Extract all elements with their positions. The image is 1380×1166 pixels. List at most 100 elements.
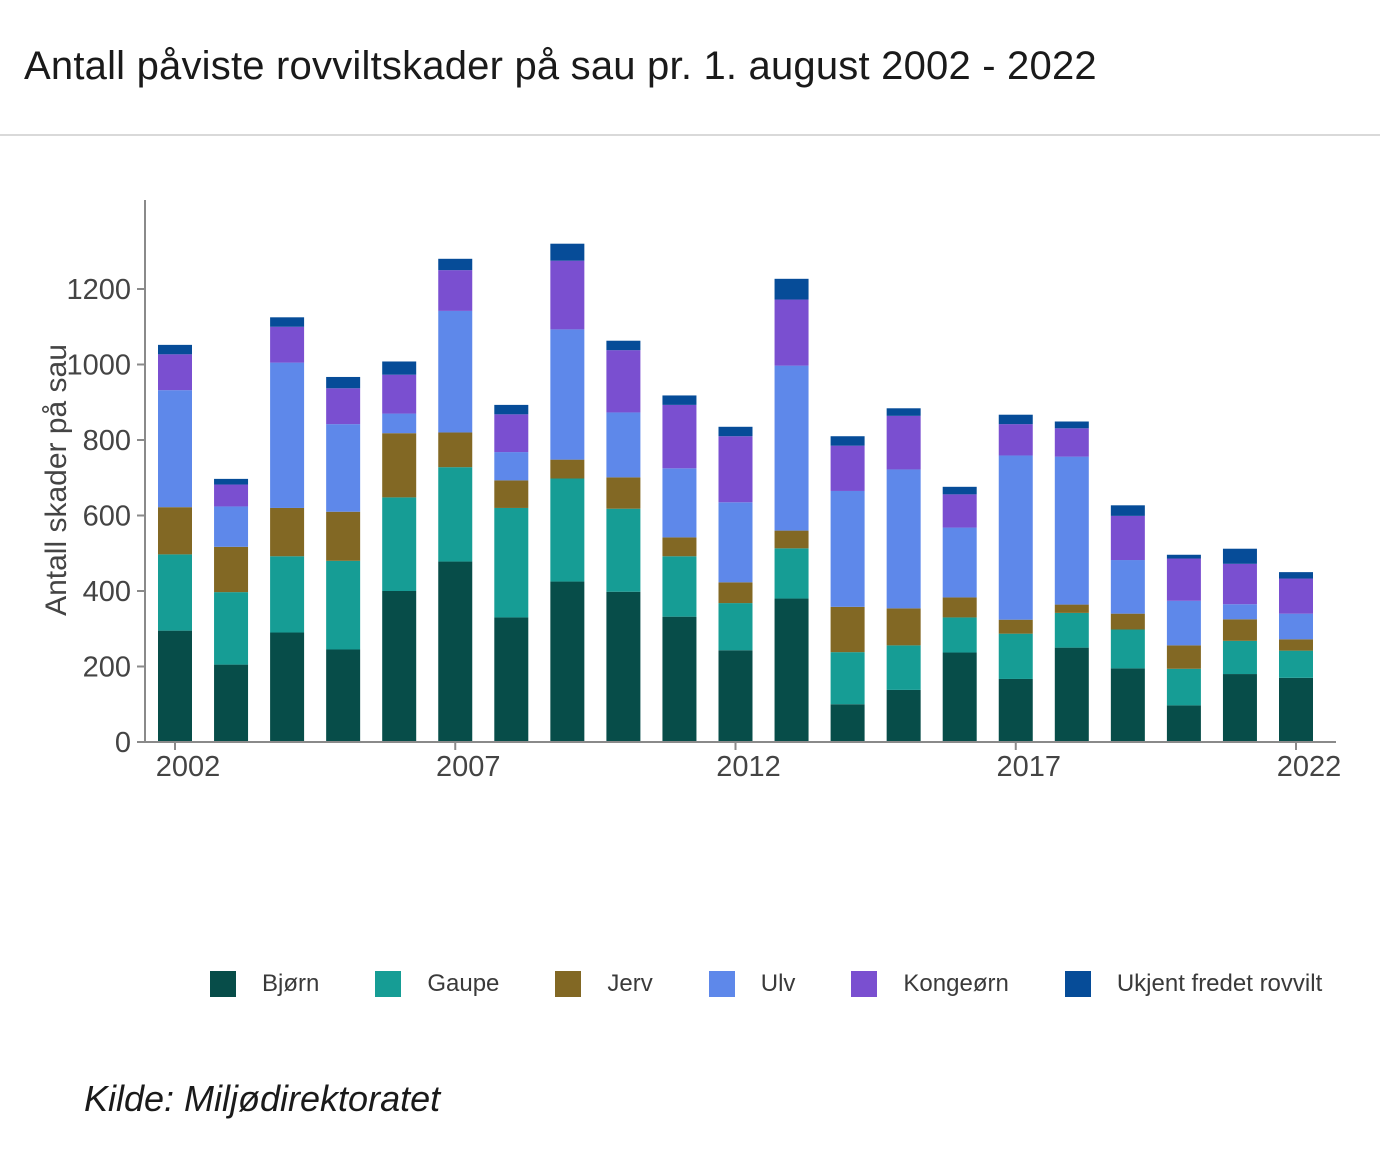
x-tick-label: 2002 (156, 751, 221, 783)
bar-segment-5-2018 (1054, 428, 1089, 457)
bar-segment-3-2005 (326, 511, 361, 561)
bar-segment-6-2007 (438, 258, 473, 271)
bar-segment-1-2009 (550, 581, 585, 742)
bar-segment-4-2011 (662, 468, 697, 538)
bar-segment-3-2021 (1222, 619, 1257, 641)
bar-segment-2-2007 (438, 467, 473, 562)
bar-segment-3-2007 (438, 432, 473, 468)
chart-title: Antall påviste rovviltskader på sau pr. … (24, 44, 1097, 88)
bar-segment-3-2004 (270, 507, 305, 557)
bar-segment-5-2003 (214, 484, 249, 507)
bar-segment-5-2008 (494, 414, 529, 453)
bar-segment-6-2018 (1054, 421, 1089, 429)
bar-chart: 0 200 400 600 800 1000 1200 2002 2007 2012 2017 202… (40, 200, 1341, 783)
bar-segment-4-2013 (774, 365, 809, 531)
legend-item-1[interactable]: Bjørn (210, 970, 319, 998)
bar-segment-2-2005 (326, 560, 361, 650)
bar-segment-5-2007 (438, 270, 473, 311)
bar-segment-1-2005 (326, 649, 361, 742)
legend-swatch (851, 971, 878, 997)
bar-segment-2-2003 (214, 592, 249, 665)
legend-swatch (555, 971, 582, 997)
bar-segment-5-2022 (1279, 578, 1313, 614)
bar-segment-3-2009 (550, 459, 585, 479)
bar-segment-4-2015 (886, 469, 921, 609)
bar-segment-1-2011 (662, 616, 697, 742)
bar-segment-1-2017 (998, 678, 1033, 742)
bar-segment-5-2017 (998, 424, 1033, 456)
bar-segment-2-2012 (718, 603, 753, 651)
bar-segment-4-2019 (1110, 560, 1145, 614)
bar-segment-6-2021 (1222, 548, 1257, 564)
legend: Bjørn Gaupe Jerv Ulv Kongeørn Ukjent fredet r… (210, 966, 1378, 1002)
bar-segment-6-2011 (662, 395, 697, 405)
bar-segment-5-2020 (1166, 558, 1201, 601)
bar-segment-4-2014 (830, 490, 865, 607)
bar-segment-2-2017 (998, 633, 1033, 679)
bar-segment-3-2020 (1166, 645, 1201, 669)
bar-segment-2-2011 (662, 556, 697, 617)
bar-segment-4-2010 (606, 412, 641, 478)
bar-segment-1-2012 (718, 650, 753, 742)
bar-segment-4-2017 (998, 455, 1033, 620)
title-divider (0, 134, 1380, 136)
bar-segment-1-2022 (1279, 677, 1313, 742)
legend-label: Jerv (607, 970, 653, 997)
legend-item-4[interactable]: Ulv (708, 970, 795, 998)
bar-segment-6-2014 (830, 436, 865, 446)
legend-swatch (375, 971, 402, 997)
bar-segment-3-2013 (774, 530, 809, 549)
bar-segment-4-2018 (1054, 456, 1089, 605)
source-note: Kilde: Miljødirektoratet (84, 1078, 441, 1119)
legend-label: Ukjent fredet rovvilt (1116, 970, 1323, 997)
bar-segment-4-2006 (382, 413, 417, 434)
axes-layer: 0 200 400 600 800 1000 1200 2002 2007 2012 2017 202… (66, 200, 1341, 783)
bar-segment-1-2021 (1222, 674, 1257, 742)
legend-item-3[interactable]: Jerv (555, 970, 653, 998)
bar-segment-6-2017 (998, 414, 1033, 425)
bar-segment-4-2004 (270, 362, 305, 508)
bar-segment-1-2007 (438, 561, 473, 742)
bar-segment-4-2002 (158, 390, 192, 508)
bar-segment-6-2020 (1166, 554, 1201, 559)
y-tick-label: 0 (115, 727, 131, 759)
bar-segment-3-2015 (886, 608, 921, 646)
bar-segment-5-2004 (270, 326, 305, 363)
legend-label: Kongeørn (903, 970, 1009, 997)
bar-segment-3-2002 (158, 507, 192, 555)
bar-segment-2-2002 (158, 554, 192, 631)
bar-segment-6-2022 (1279, 572, 1313, 579)
y-tick-label: 600 (83, 501, 131, 533)
legend-item-2[interactable]: Gaupe (375, 970, 499, 998)
bar-segment-4-2022 (1279, 613, 1313, 640)
bar-segment-6-2013 (774, 278, 809, 300)
bar-segment-2-2021 (1222, 640, 1257, 675)
bar-segment-1-2010 (606, 591, 641, 742)
bar-segment-2-2019 (1110, 629, 1145, 669)
bar-segment-4-2012 (718, 502, 753, 583)
bar-segment-1-2013 (774, 598, 809, 742)
bar-segment-6-2012 (718, 426, 753, 437)
bar-segment-1-2003 (214, 664, 249, 742)
legend-item-6[interactable]: Ukjent fredet rovvilt (1064, 970, 1323, 998)
bar-segment-6-2010 (606, 340, 641, 351)
bar-segment-3-2006 (382, 433, 417, 498)
bar-segment-2-2022 (1279, 650, 1313, 678)
bar-segment-6-2016 (942, 486, 977, 495)
bar-segment-2-2016 (942, 617, 977, 653)
bar-segment-3-2012 (718, 582, 753, 604)
y-tick-label: 1200 (66, 274, 131, 306)
legend-item-5[interactable]: Kongeørn (851, 970, 1009, 998)
bar-segment-2-2010 (606, 508, 641, 592)
bar-segment-1-2016 (942, 652, 977, 742)
bar-segment-6-2019 (1110, 505, 1145, 516)
y-tick-label: 200 (83, 652, 131, 684)
bar-segment-5-2019 (1110, 515, 1145, 561)
bar-segment-3-2018 (1054, 604, 1089, 613)
bar-segment-4-2003 (214, 506, 249, 547)
bar-segment-3-2003 (214, 546, 249, 593)
bar-segment-2-2013 (774, 548, 809, 599)
bar-segment-6-2002 (158, 344, 192, 355)
bar-segment-2-2006 (382, 497, 417, 591)
bar-segment-1-2006 (382, 591, 417, 742)
